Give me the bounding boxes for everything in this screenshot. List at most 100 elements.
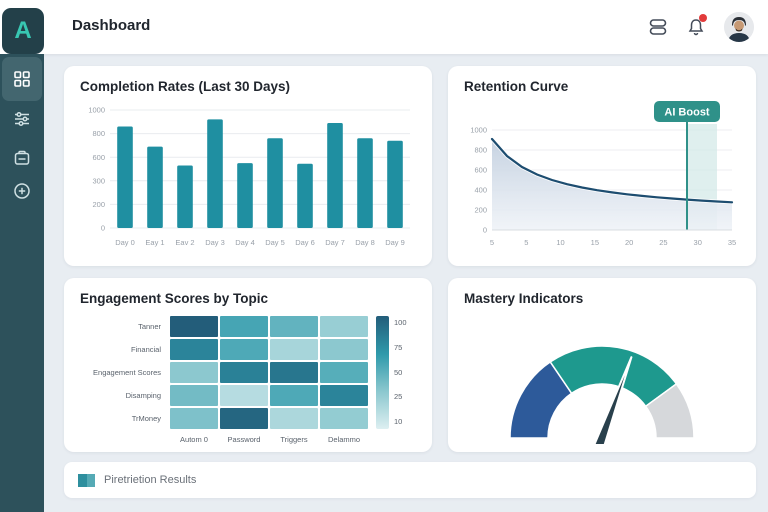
mastery-gauge[interactable] — [448, 310, 756, 444]
heatmap-cell[interactable] — [220, 362, 268, 383]
bar — [177, 165, 193, 228]
svg-text:1000: 1000 — [88, 106, 105, 115]
sidebar-item-dashboard[interactable] — [2, 57, 42, 101]
document-icon — [14, 150, 30, 165]
heatmap-row-label: Engagement Scores — [93, 368, 161, 377]
heatmap-cell[interactable] — [220, 316, 268, 337]
svg-text:0: 0 — [483, 226, 487, 235]
bar — [147, 146, 163, 228]
svg-text:200: 200 — [92, 200, 105, 209]
colorbar-label: 100 — [394, 318, 407, 327]
bar — [297, 163, 313, 228]
heatmap-cell[interactable] — [320, 408, 368, 429]
completion-rates-card: Completion Rates (Last 30 Days) 1000 800 6… — [64, 66, 432, 266]
heatmap-row-label: Tanner — [138, 322, 161, 331]
bar — [357, 138, 373, 228]
grid-icon — [14, 71, 30, 87]
heatmap-cell[interactable] — [220, 339, 268, 360]
database-icon[interactable] — [648, 17, 668, 37]
heatmap-cell[interactable] — [170, 362, 218, 383]
sidebar — [0, 54, 44, 512]
gauge-segment — [644, 382, 695, 439]
engagement-scores-title: Engagement Scores by Topic — [80, 291, 269, 306]
mastery-indicators-title: Mastery Indicators — [464, 291, 584, 306]
svg-text:200: 200 — [474, 206, 487, 215]
heatmap-cell[interactable] — [270, 385, 318, 406]
svg-text:35: 35 — [728, 238, 736, 247]
heatmap-row-label: TrMoney — [131, 414, 161, 423]
svg-text:25: 25 — [659, 238, 667, 247]
gauge-needle — [592, 356, 633, 444]
notification-dot — [699, 14, 707, 22]
heatmap-cell[interactable] — [270, 362, 318, 383]
colorbar-label: 10 — [394, 417, 403, 426]
legend-swatch — [78, 473, 95, 487]
sidebar-item-documents[interactable] — [4, 140, 40, 176]
bar — [207, 119, 223, 228]
svg-text:0: 0 — [101, 224, 105, 233]
avatar[interactable] — [724, 12, 754, 42]
svg-text:600: 600 — [92, 153, 105, 162]
heatmap-col-label: Triggers — [280, 435, 308, 444]
svg-text:10: 10 — [556, 238, 564, 247]
retention-curve-title: Retention Curve — [464, 79, 569, 94]
heatmap-cell[interactable] — [270, 316, 318, 337]
bar — [237, 163, 253, 228]
heatmap-col-label: Delammo — [327, 435, 361, 444]
svg-text:Day 8: Day 8 — [355, 238, 375, 247]
heatmap-cell[interactable] — [220, 385, 268, 406]
bar — [387, 140, 403, 228]
header: Dashboard — [0, 0, 768, 54]
svg-text:300: 300 — [92, 176, 105, 185]
heatmap-cell[interactable] — [270, 339, 318, 360]
heatmap-cell[interactable] — [170, 408, 218, 429]
svg-text:Day 3: Day 3 — [205, 238, 225, 247]
svg-text:Day 4: Day 4 — [235, 238, 255, 247]
page-title: Dashboard — [72, 17, 151, 34]
heatmap-row-label: Disamping — [125, 391, 161, 400]
heatmap-colorbar — [376, 316, 389, 429]
plus-circle-icon — [14, 183, 30, 199]
colorbar-label: 25 — [394, 392, 403, 402]
completion-bar-chart[interactable]: 1000 800 600 300 200 0 Day 0 Eay 1 Eav 2 Day 3 Day… — [64, 98, 432, 259]
heatmap-cell[interactable] — [320, 339, 368, 360]
heatmap-cell[interactable] — [320, 316, 368, 337]
svg-text:5: 5 — [490, 238, 494, 247]
svg-text:20: 20 — [625, 238, 633, 247]
svg-text:800: 800 — [92, 129, 105, 138]
svg-text:Day 0: Day 0 — [115, 238, 135, 247]
svg-text:AI Boost: AI Boost — [664, 107, 710, 119]
svg-text:Day 5: Day 5 — [265, 238, 285, 247]
heatmap-cell[interactable] — [320, 362, 368, 383]
ai-boost-badge: AI Boost — [654, 101, 720, 122]
heatmap-col-label: Password — [227, 435, 261, 444]
app-logo[interactable]: A — [2, 8, 44, 54]
heatmap-cell[interactable] — [270, 408, 318, 429]
engagement-scores-card: Engagement Scores by Topic Tanner Financi… — [64, 278, 432, 452]
heatmap-cell[interactable] — [170, 316, 218, 337]
completion-rates-title: Completion Rates (Last 30 Days) — [80, 79, 291, 94]
heatmap-cell[interactable] — [170, 385, 218, 406]
svg-text:15: 15 — [591, 238, 599, 247]
svg-text:Day 6: Day 6 — [295, 238, 315, 247]
mastery-indicators-card: Mastery Indicators — [448, 278, 756, 452]
svg-text:1000: 1000 — [470, 126, 487, 135]
heatmap-col-label: Autom 0 — [180, 435, 208, 444]
svg-text:Eay 1: Eay 1 — [145, 238, 164, 247]
sidebar-item-controls[interactable] — [4, 101, 40, 137]
sidebar-item-add[interactable] — [4, 173, 40, 209]
bell-icon[interactable] — [686, 14, 707, 37]
heatmap-cell[interactable] — [170, 339, 218, 360]
heatmap-cell[interactable] — [220, 408, 268, 429]
svg-text:600: 600 — [474, 166, 487, 175]
svg-text:800: 800 — [474, 146, 487, 155]
svg-text:5: 5 — [524, 238, 528, 247]
legend-bar: Piretrietion Results — [64, 462, 756, 498]
heatmap-cell[interactable] — [320, 385, 368, 406]
engagement-heatmap[interactable]: Tanner Financial Engagement Scores Disampin… — [64, 310, 432, 452]
svg-text:Eav 2: Eav 2 — [175, 238, 194, 247]
bar — [267, 138, 283, 228]
svg-text:30: 30 — [694, 238, 702, 247]
retention-area-chart[interactable]: 1000 800 600 400 200 0 AI Boost 5 5 10 15 20 25 30 35 — [448, 98, 756, 259]
retention-curve-card: Retention Curve 1000 800 600 400 200 0 AI Boo… — [448, 66, 756, 266]
